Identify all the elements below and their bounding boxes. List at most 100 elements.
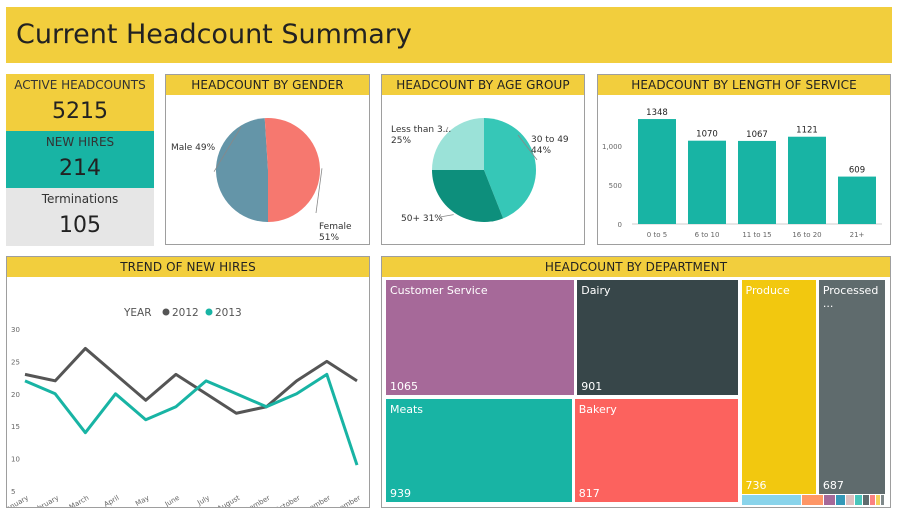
treemap-small-tile[interactable] — [880, 495, 884, 505]
y-tick-label: 5 — [11, 488, 15, 496]
department-panel-title: HEADCOUNT BY DEPARTMENT — [382, 257, 890, 277]
kpi-value: 5215 — [52, 99, 108, 124]
service-bar — [738, 140, 776, 224]
kpi-terminations[interactable]: Terminations 105 — [6, 188, 154, 246]
series-line-2013 — [24, 372, 359, 466]
service-panel-title: HEADCOUNT BY LENGTH OF SERVICE — [598, 75, 890, 95]
pie-leader-line — [439, 214, 454, 218]
legend-item-label: 2013 — [215, 307, 242, 319]
y-tick-label: 25 — [11, 358, 20, 366]
kpi-new-hires[interactable]: NEW HIRES 214 — [6, 131, 154, 188]
treemap-small-tile[interactable] — [845, 495, 854, 505]
x-tick-label: April — [103, 494, 121, 507]
bar-data-label: 1067 — [746, 130, 768, 140]
y-tick-label: 0 — [618, 221, 622, 229]
service-bar — [688, 140, 726, 224]
treemap-tile-value: 736 — [745, 479, 767, 492]
pie-data-label: 51% — [319, 233, 339, 243]
x-tick-label: 11 to 15 — [742, 231, 771, 239]
treemap-tile-meats[interactable]: Meats 939 — [386, 399, 572, 502]
age-panel-title: HEADCOUNT BY AGE GROUP — [382, 75, 584, 95]
x-tick-label: 16 to 20 — [792, 231, 821, 239]
treemap-tile-processed[interactable]: Processed ... 687 — [818, 280, 885, 494]
y-tick-label: 10 — [11, 456, 20, 464]
bar-data-label: 1121 — [796, 126, 818, 136]
treemap-tile-value: 901 — [581, 380, 603, 394]
pie-data-label: 25% — [391, 136, 411, 146]
treemap-tile-dairy[interactable]: Dairy 901 — [577, 280, 738, 396]
pie-data-label: 44% — [531, 146, 551, 156]
pie-slice-female — [264, 118, 321, 222]
treemap-small-tile[interactable] — [854, 495, 862, 505]
legend-item-label: 2012 — [172, 307, 199, 319]
pie-slice-50- — [432, 170, 504, 223]
department-treemap: Customer Service 1065 Dairy 901 Meats 939 Bake… — [382, 277, 890, 507]
treemap-small-tile[interactable] — [801, 495, 823, 505]
x-tick-label: March — [68, 494, 90, 507]
treemap-small-tile[interactable] — [835, 495, 845, 505]
treemap-tile-value: 817 — [578, 486, 600, 500]
kpi-value: 105 — [59, 213, 101, 238]
treemap-tile-name: Dairy — [581, 284, 611, 297]
treemap-tile-name: Customer Service — [390, 284, 488, 297]
kpi-column: ACTIVE HEADCOUNTS 5215 NEW HIRES 214 Ter… — [6, 74, 154, 246]
x-tick-label: October — [273, 494, 301, 507]
pie-slice-30-to-49 — [484, 118, 536, 219]
kpi-active-headcounts[interactable]: ACTIVE HEADCOUNTS 5215 — [6, 74, 154, 131]
treemap-tile-customer-service[interactable]: Customer Service 1065 — [386, 280, 575, 396]
x-tick-label: August — [216, 494, 241, 507]
x-tick-label: 0 to 5 — [647, 231, 667, 239]
treemap-small-tile[interactable] — [823, 495, 835, 505]
service-bar — [788, 136, 826, 224]
series-line-2012 — [24, 346, 358, 415]
y-tick-label: 1,000 — [602, 143, 622, 151]
y-tick-label: 20 — [11, 391, 20, 399]
pie-data-label: Less than 3... — [391, 125, 451, 135]
service-bar — [638, 119, 676, 224]
department-panel[interactable]: HEADCOUNT BY DEPARTMENT Customer Service… — [381, 256, 891, 508]
treemap-tile-bakery[interactable]: Bakery 817 — [574, 399, 738, 502]
y-tick-label: 500 — [609, 182, 622, 190]
legend-marker — [162, 308, 170, 316]
gender-panel[interactable]: HEADCOUNT BY GENDER Male 49% Female 51% — [165, 74, 370, 245]
x-tick-label: November — [296, 494, 332, 507]
kpi-label: ACTIVE HEADCOUNTS — [14, 78, 146, 92]
trend-panel[interactable]: TREND OF NEW HIRES YEAR 2012 2013 5 10 15 20 25… — [2, 256, 370, 512]
bar-data-label: 1348 — [646, 108, 668, 118]
pie-data-label: 50+ 31% — [401, 214, 443, 224]
bar-data-label: 609 — [849, 166, 865, 176]
pie-leader-line — [445, 126, 449, 132]
treemap-small-tile[interactable] — [875, 495, 880, 505]
pie-leader-line — [213, 126, 242, 172]
kpi-label: Terminations — [41, 192, 119, 206]
service-panel[interactable]: HEADCOUNT BY LENGTH OF SERVICE 0 500 1,000… — [597, 74, 891, 245]
trend-panel-title: TREND OF NEW HIRES — [7, 257, 369, 277]
treemap-tile-name: Produce — [745, 284, 790, 297]
pie-data-label: Female — [319, 222, 352, 232]
dashboard-title: Current Headcount Summary — [16, 19, 412, 50]
treemap-tile-name: Meats — [390, 403, 424, 417]
pie-data-label: 30 to 49 — [531, 135, 569, 145]
age-panel[interactable]: HEADCOUNT BY AGE GROUP 30 to 49 44% 50+ 31… — [381, 74, 585, 245]
x-tick-label: July — [195, 494, 211, 507]
treemap-small-tile[interactable] — [862, 495, 869, 505]
kpi-value: 214 — [59, 156, 101, 181]
treemap-tile-produce[interactable]: Produce 736 — [741, 280, 816, 494]
bar-data-label: 1070 — [696, 130, 718, 140]
y-tick-label: 30 — [11, 326, 20, 334]
legend-marker — [205, 308, 213, 316]
pie-slice-less-than-3- — [432, 118, 484, 170]
x-tick-label: 6 to 10 — [695, 231, 720, 239]
treemap-tile-name: Bakery — [578, 403, 617, 417]
treemap-small-tile[interactable] — [741, 495, 801, 505]
x-tick-label: May — [134, 494, 151, 507]
pie-leader-line — [517, 134, 538, 161]
pie-slice-male — [216, 118, 268, 222]
dashboard-header: Current Headcount Summary — [6, 7, 892, 63]
treemap-tile-value: 687 — [822, 479, 844, 492]
treemap-small-tile[interactable] — [869, 495, 875, 505]
treemap-tile-value: 939 — [390, 486, 411, 500]
gender-panel-title: HEADCOUNT BY GENDER — [166, 75, 369, 95]
